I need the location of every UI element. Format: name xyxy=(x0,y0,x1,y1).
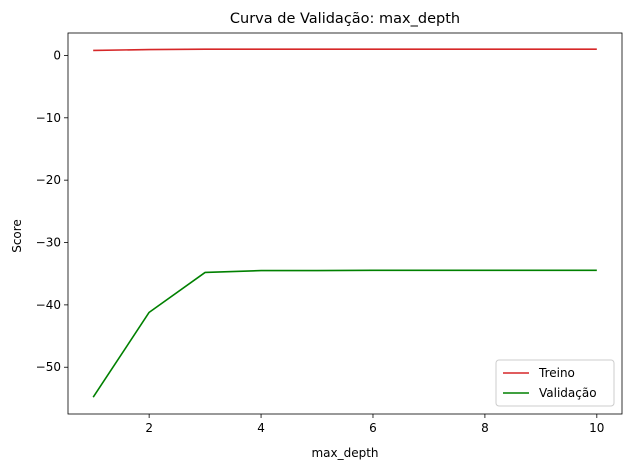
y-tick-label: −30 xyxy=(36,236,61,250)
series-line-validacao xyxy=(92,269,597,398)
x-axis: 2 4 6 8 10 xyxy=(145,414,604,435)
x-tick-label: 2 xyxy=(145,421,153,435)
series-lines xyxy=(92,48,597,398)
chart-title: Curva de Validação: max_depth xyxy=(230,11,460,27)
x-tick-label: 4 xyxy=(257,421,265,435)
legend-label-treino: Treino xyxy=(538,366,575,380)
legend-label-validacao: Validação xyxy=(539,386,597,400)
y-tick-label: −20 xyxy=(36,173,61,187)
legend: Treino Validação xyxy=(495,359,615,407)
plot-area xyxy=(67,32,623,415)
y-tick-label: −10 xyxy=(36,111,61,125)
x-tick-label: 8 xyxy=(481,421,489,435)
y-tick-label: −40 xyxy=(36,298,61,312)
x-tick-label: 10 xyxy=(589,421,604,435)
series-line-treino xyxy=(93,48,597,52)
axes-frame xyxy=(67,32,623,415)
x-axis-label: max_depth xyxy=(311,446,378,460)
y-tick-label: 0 xyxy=(53,48,61,62)
x-tick-label: 6 xyxy=(369,421,377,435)
legend-box xyxy=(495,359,615,407)
y-axis-label: Score xyxy=(10,219,24,253)
y-axis: 0 −10 −20 −30 −40 −50 xyxy=(36,48,68,374)
y-tick-label: −50 xyxy=(36,360,61,374)
